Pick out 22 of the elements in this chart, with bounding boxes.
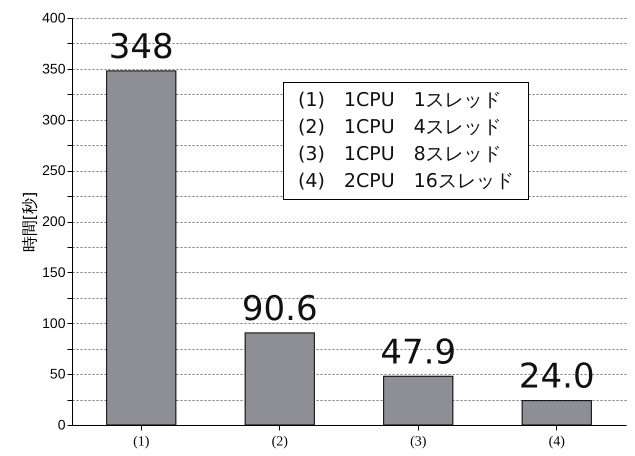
y-tick-label: 150 (42, 264, 66, 280)
y-tick-label: 0 (58, 416, 66, 432)
x-tick-label: (3) (410, 434, 427, 450)
data-label: 348 (108, 26, 174, 67)
data-label: 90.6 (242, 288, 318, 329)
x-tick-label: (4) (548, 434, 566, 450)
y-tick-label: 100 (42, 314, 66, 331)
y-tick-label: 300 (42, 111, 66, 128)
annotation: (4) 2CPU 16スレッド (298, 169, 514, 194)
y-tick-label: 400 (42, 10, 66, 26)
y-tick-label: 200 (42, 213, 66, 229)
data-label: 47.9 (380, 332, 456, 372)
annotation: (1) 1CPU 1スレッド (298, 88, 503, 113)
y-tick-label: 350 (42, 60, 66, 76)
y-tick-label: 50 (50, 366, 66, 382)
annotation: (3) 1CPU 8スレッド (298, 142, 503, 167)
x-tick-label: (2) (272, 434, 288, 450)
x-tick-label: (1) (133, 434, 150, 450)
annotation: (2) 1CPU 4スレッド (298, 115, 503, 140)
y-tick-label: 250 (42, 162, 66, 178)
y-axis-title: 時間[秒] (20, 192, 40, 252)
data-label: 24.0 (518, 356, 595, 397)
